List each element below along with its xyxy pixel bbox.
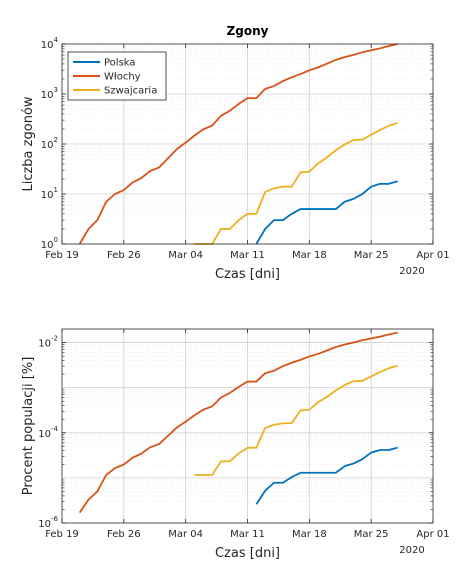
y-tick-label: 102 (41, 136, 58, 151)
series-line-2 (194, 364, 398, 476)
x-tick-label: Feb 26 (107, 250, 141, 261)
y-axis-label: Liczba zgonów (21, 96, 36, 191)
x-tick-label: Feb 26 (107, 529, 141, 540)
x-tick-label: Apr 01 (416, 529, 449, 540)
x-axis-label: Czas [dni] (215, 546, 280, 561)
x-tick-label: Feb 19 (45, 250, 79, 261)
series-line-1 (78, 331, 398, 514)
y-tick-label: 10-4 (38, 425, 58, 440)
x-tick-label: Mar 04 (168, 529, 203, 540)
legend-label-0: Polska (104, 58, 136, 69)
x-tick-label: Mar 25 (354, 250, 389, 261)
x-year-label: 2020 (399, 545, 424, 556)
x-tick-label: Mar 25 (354, 529, 389, 540)
population-percent-chart-panel: Feb 19 Feb 26 Mar 04 Mar 11 Mar 18 Mar 25 Apr … (21, 328, 450, 561)
y-tick-label: 10-6 (38, 515, 58, 530)
x-tick-label: Feb 19 (45, 529, 79, 540)
series-line-0 (255, 446, 398, 505)
grid (62, 329, 433, 523)
x-axis: Feb 19 Feb 26 Mar 04 Mar 11 Mar 18 Mar 25 Apr … (45, 44, 450, 277)
deaths-chart-panel: Feb 19 Feb 26 Mar 04 Mar 11 Mar 18 Mar 25 Apr … (21, 24, 450, 282)
x-tick-label: Mar 11 (230, 250, 265, 261)
series-group (78, 331, 398, 514)
legend: Polska Włochy Szwajcaria (67, 51, 167, 101)
chart-title: Zgony (227, 24, 269, 38)
x-tick-label: Mar 04 (168, 250, 203, 261)
series-line-0 (255, 180, 398, 245)
y-axis-label: Procent populacji [%] (21, 357, 36, 496)
legend-label-2: Szwajcaria (104, 86, 157, 97)
x-tick-label: Mar 18 (292, 529, 327, 540)
grid (62, 44, 433, 244)
y-tick-label: 104 (41, 36, 59, 51)
y-tick-label: 101 (41, 186, 58, 201)
series-group (78, 43, 398, 245)
x-tick-label: Apr 01 (416, 250, 449, 261)
y-tick-label: 10-2 (38, 335, 58, 350)
x-tick-label: Mar 11 (230, 529, 265, 540)
y-tick-label: 103 (41, 86, 58, 101)
legend-label-1: Włochy (104, 72, 141, 83)
x-year-label: 2020 (399, 266, 424, 277)
x-tick-label: Mar 18 (292, 250, 327, 261)
x-axis-label: Czas [dni] (215, 267, 280, 282)
y-tick-label: 100 (41, 236, 58, 251)
series-line-2 (194, 122, 398, 245)
x-axis: Feb 19 Feb 26 Mar 04 Mar 11 Mar 18 Mar 25 Apr … (45, 329, 450, 556)
y-axis: 100 101 102 103 104 (41, 36, 433, 251)
series-line-1 (78, 43, 398, 245)
y-axis: 10-6 10-4 10-2 (38, 335, 433, 530)
